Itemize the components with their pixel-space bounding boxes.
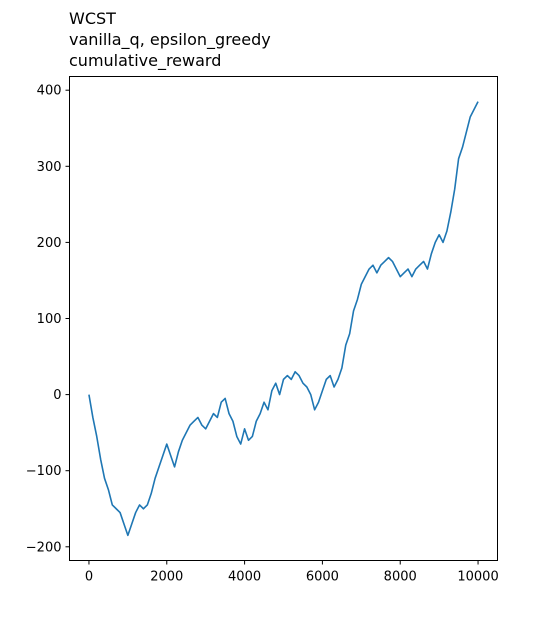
chart-title-line-2: vanilla_q, epsilon_greedy (69, 30, 271, 49)
y-tick-label: 300 (37, 160, 62, 175)
y-tick-label: −200 (26, 540, 62, 555)
y-tick-label: 100 (37, 312, 62, 327)
series-group (88, 101, 479, 537)
y-tick-label: 0 (53, 388, 61, 403)
x-axis: 0 2000 4000 6000 8000 10000 (85, 560, 499, 585)
chart-title-line-3: cumulative_reward (69, 51, 222, 70)
plot-area-frame (69, 76, 498, 561)
x-tick-label: 10000 (457, 570, 498, 585)
x-tick-label: 6000 (306, 570, 339, 585)
series-line-0 (88, 101, 479, 537)
y-axis: −200 −100 0 100 200 300 400 (26, 84, 70, 555)
x-tick-label: 2000 (150, 570, 183, 585)
chart-title-line-1: WCST (69, 9, 116, 28)
y-tick-label: −100 (26, 464, 62, 479)
x-tick-label: 0 (85, 570, 93, 585)
y-tick-label: 200 (37, 236, 62, 251)
x-tick-label: 8000 (384, 570, 417, 585)
x-tick-label: 4000 (228, 570, 261, 585)
y-tick-label: 400 (37, 84, 62, 99)
